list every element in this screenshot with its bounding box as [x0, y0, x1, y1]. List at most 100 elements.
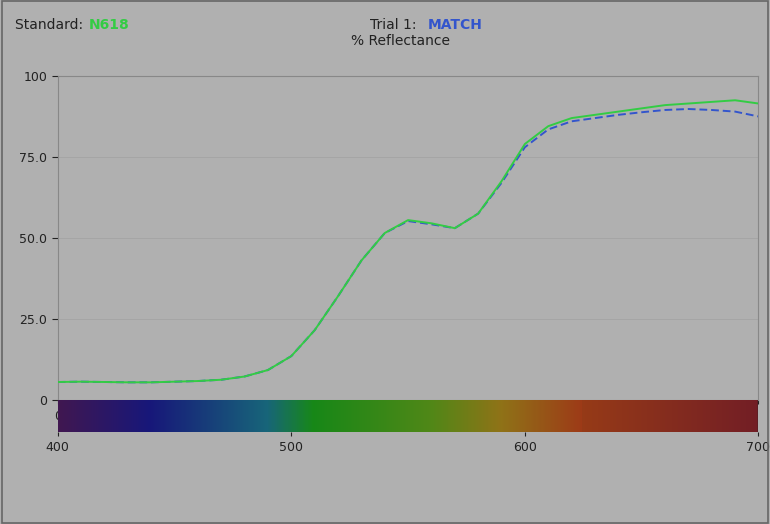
Bar [196, 400, 200, 432]
Bar [476, 400, 480, 432]
Bar [232, 400, 235, 432]
Bar [113, 400, 117, 432]
Bar [527, 400, 531, 432]
Bar [296, 400, 300, 432]
Bar [347, 400, 351, 432]
Bar [208, 400, 212, 432]
Bar [555, 400, 559, 432]
Bar [703, 400, 706, 432]
Bar [222, 400, 226, 432]
Bar [570, 400, 573, 432]
Bar [689, 400, 692, 432]
Bar [572, 400, 575, 432]
Bar [444, 400, 448, 432]
Bar [158, 400, 161, 432]
Bar [742, 400, 746, 432]
Bar [277, 400, 280, 432]
Bar [420, 400, 424, 432]
Bar [564, 400, 567, 432]
Bar [688, 400, 691, 432]
Bar [65, 400, 69, 432]
Bar [165, 400, 169, 432]
Bar [71, 400, 75, 432]
Bar [480, 400, 483, 432]
Bar [697, 400, 701, 432]
Bar [516, 400, 519, 432]
Bar [500, 400, 503, 432]
Bar [203, 400, 207, 432]
Bar [740, 400, 744, 432]
Text: N618: N618 [89, 18, 129, 32]
Bar [504, 400, 507, 432]
Bar [280, 400, 284, 432]
Bar [731, 400, 735, 432]
Bar [273, 400, 277, 432]
Bar [366, 400, 370, 432]
Bar [306, 400, 310, 432]
Bar [471, 400, 475, 432]
Bar [608, 400, 611, 432]
Bar [221, 400, 224, 432]
Bar [627, 400, 631, 432]
Bar [127, 400, 131, 432]
Bar [349, 400, 352, 432]
Bar [705, 400, 708, 432]
Bar [557, 400, 561, 432]
Bar [711, 400, 715, 432]
Bar [521, 400, 525, 432]
Bar [255, 400, 259, 432]
Bar [545, 400, 548, 432]
Bar [439, 400, 442, 432]
Bar [131, 400, 135, 432]
Bar [638, 400, 642, 432]
Bar [514, 400, 517, 432]
Bar [469, 400, 473, 432]
Bar [497, 400, 501, 432]
Bar [119, 400, 122, 432]
Bar [200, 400, 203, 432]
Bar [179, 400, 182, 432]
Bar [257, 400, 261, 432]
Bar [92, 400, 95, 432]
Bar [133, 400, 137, 432]
Bar [692, 400, 696, 432]
Bar [120, 400, 124, 432]
Bar [262, 400, 266, 432]
Bar [526, 400, 530, 432]
Bar [667, 400, 670, 432]
Bar [79, 400, 83, 432]
Bar [271, 400, 275, 432]
Bar [560, 400, 564, 432]
Bar [750, 400, 753, 432]
Bar [307, 400, 311, 432]
Bar [463, 400, 467, 432]
Bar [751, 400, 755, 432]
Bar [214, 400, 217, 432]
Bar [718, 400, 721, 432]
Bar [538, 400, 541, 432]
Bar [728, 400, 732, 432]
Bar [453, 400, 456, 432]
Bar [579, 400, 582, 432]
Bar [330, 400, 333, 432]
Bar [156, 400, 159, 432]
Bar [346, 400, 350, 432]
Bar [182, 400, 186, 432]
Bar [373, 400, 377, 432]
Bar [715, 400, 718, 432]
Bar [69, 400, 72, 432]
Bar [367, 400, 370, 432]
Text: MATCH: MATCH [427, 18, 482, 32]
Bar [201, 400, 205, 432]
Bar [312, 400, 316, 432]
Bar [383, 400, 386, 432]
Bar [668, 400, 671, 432]
Bar [117, 400, 120, 432]
Bar [417, 400, 421, 432]
Bar [395, 400, 399, 432]
Bar [325, 400, 329, 432]
Bar [742, 400, 745, 432]
Bar [229, 400, 233, 432]
Bar [654, 400, 658, 432]
Bar [725, 400, 728, 432]
